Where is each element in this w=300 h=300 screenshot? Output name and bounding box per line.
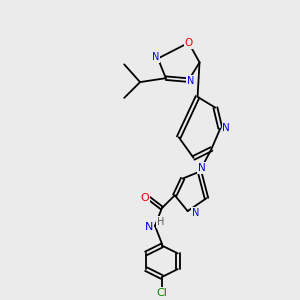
Text: N: N bbox=[187, 76, 194, 86]
Text: O: O bbox=[141, 193, 149, 203]
Text: N: N bbox=[192, 208, 199, 218]
Text: N: N bbox=[222, 123, 230, 134]
Text: H: H bbox=[157, 217, 165, 227]
Text: Cl: Cl bbox=[157, 288, 167, 298]
Text: N: N bbox=[198, 163, 206, 173]
Text: N: N bbox=[152, 52, 160, 62]
Text: O: O bbox=[184, 38, 193, 48]
Text: N: N bbox=[145, 222, 153, 232]
